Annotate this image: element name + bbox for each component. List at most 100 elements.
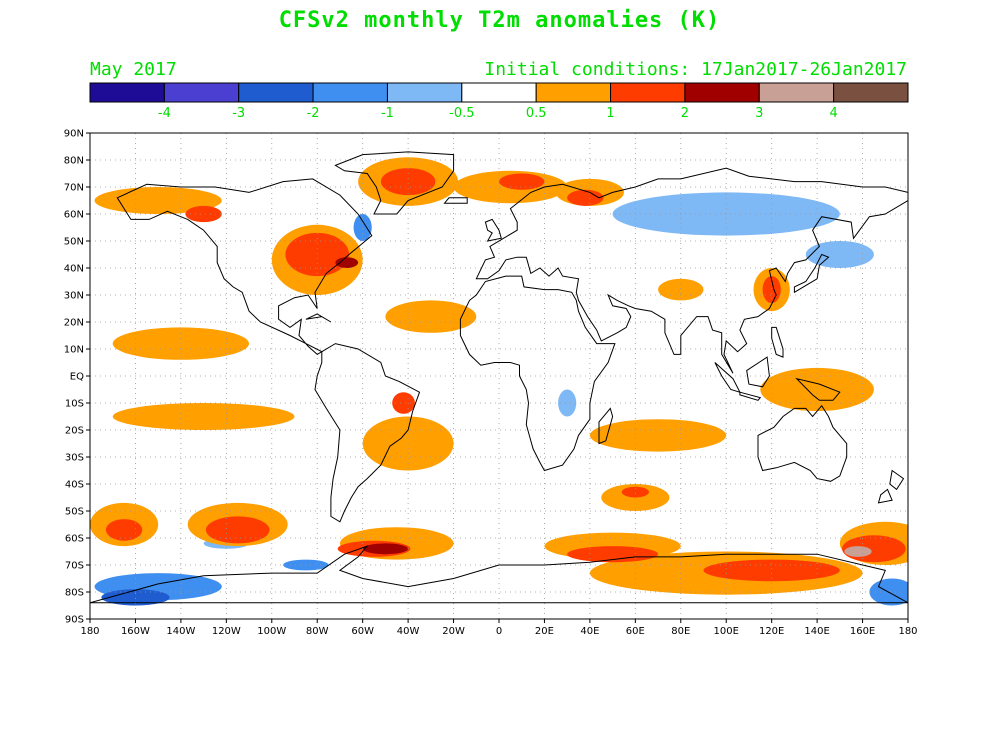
lon-label: 100W [257,626,286,637]
lon-label: 160E [850,626,875,637]
coastline [475,167,908,374]
anomaly-region [105,519,143,541]
lat-label: 20N [64,318,84,329]
colorbar-swatch [386,82,463,103]
anomaly-region [101,589,170,606]
coastline [877,488,893,504]
lat-label: 80N [64,156,84,167]
lat-label: 20S [65,426,84,437]
coastline [714,362,741,394]
lat-label: 90N [64,129,84,140]
colorbar-label: 4 [829,106,837,121]
initial-conditions-label: Initial conditions: 17Jan2017-26Jan2017 [484,59,907,80]
coastline [598,407,614,445]
lon-label: 80W [306,626,329,637]
lon-label: 180 [80,626,99,637]
colorbar-swatch [684,82,760,103]
anomaly-region [353,214,372,241]
colorbar-label: 1 [606,106,614,121]
lon-label: 20E [535,626,554,637]
anomaly-region [760,367,874,412]
gridlines [90,133,908,619]
coastline [443,197,468,204]
anomaly-region [205,516,270,544]
lon-label: 100E [714,626,739,637]
colorbar-swatch [461,82,537,103]
colorbar-swatch [610,82,686,103]
anomaly-region [805,241,874,268]
anomaly-region [499,173,545,190]
coastline [116,178,373,356]
coastline [334,151,455,215]
lat-label: 40N [64,264,84,275]
colorbar-label: 2 [681,106,689,121]
anomaly-region [385,300,477,333]
lon-label: 60W [351,626,374,637]
anomaly-region [658,278,704,301]
colorbar-swatch [312,82,388,103]
coastline [484,218,502,242]
coastline [459,275,616,472]
forecast-month-label: May 2017 [90,59,177,80]
lon-label: 0 [496,626,502,637]
colorbar-swatch [238,82,314,103]
coastline [739,391,762,401]
anomaly-region [601,484,670,511]
lat-label: 50N [64,237,84,248]
lat-label: 70N [64,183,84,194]
coastline [889,469,905,491]
lon-label: 40W [397,626,420,637]
anomaly-region [185,205,222,223]
colorbar-swatch [535,82,612,103]
coastline [746,356,770,388]
anomaly-region [703,559,840,582]
anomaly-region [112,403,295,430]
lat-label: 10S [65,399,84,410]
lat-label: 80S [65,588,84,599]
longitude-labels: 180 160W 140W 120W 100W 80W 60W 40W 20W 0 20E 40E 60… [80,619,918,637]
lat-label: 60N [64,210,84,221]
anomaly-region [392,392,415,414]
coastline [757,404,848,482]
colorbar-label: -2 [307,106,320,121]
lat-label: 40S [65,480,84,491]
colorbar-label: 3 [755,106,763,121]
coastline [795,377,841,401]
lon-label: 80E [671,626,690,637]
lon-label: 140E [804,626,829,637]
coastline [305,313,332,323]
coastline [90,545,908,604]
colorbar-swatch [89,82,165,103]
anomaly-region [762,276,781,304]
lon-label: 120E [759,626,784,637]
lon-label: 40E [580,626,599,637]
anomaly-region [589,419,727,452]
colorbar-label: -1 [381,106,394,121]
anomaly-region [335,257,359,268]
colorbar-label: -3 [232,106,245,121]
anomaly-region [621,486,649,498]
anomaly-region [362,543,409,555]
map-title: CFSv2 monthly T2m anomalies (K) [278,8,721,33]
anomaly-region [844,546,872,557]
lat-label: 10N [64,345,84,356]
anomaly-region [380,168,436,196]
colorbar-legend: -4 -3 -2 -1 -0.5 0.5 1 2 3 4 [89,82,909,121]
lat-label: EQ [70,372,84,383]
lat-label: 70S [65,561,84,572]
coastline [793,253,830,294]
lat-label: 90S [65,615,84,626]
lon-label: 60E [626,626,645,637]
lon-label: 140W [166,626,195,637]
colorbar-swatch [833,82,909,103]
colorbar-swatch [163,82,240,103]
anomaly-region [567,189,604,206]
colorbar-label: 0.5 [526,106,547,121]
anomaly-region [558,389,577,417]
lat-label: 30S [65,453,84,464]
lat-label: 30N [64,291,84,302]
latitude-labels: 90N 80N 70N 60N 50N 40N 30N 20N 10N EQ 10S 20S 30S 40… [64,129,90,626]
lon-label: 20W [442,626,465,637]
lon-label: 160W [121,626,150,637]
